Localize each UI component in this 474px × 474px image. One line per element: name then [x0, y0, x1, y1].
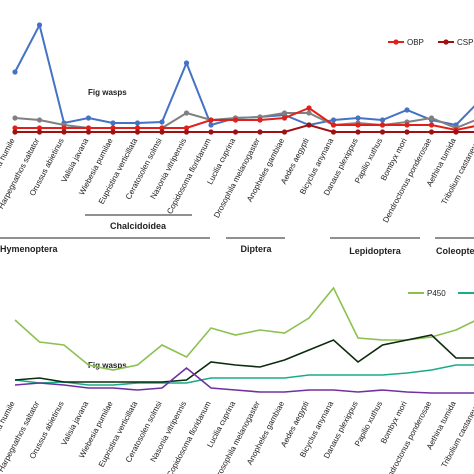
- point: [208, 117, 214, 123]
- point: [183, 110, 190, 116]
- point: [36, 125, 43, 131]
- point: [12, 69, 18, 75]
- point: [12, 129, 18, 135]
- point: [404, 122, 410, 128]
- series-line: [15, 106, 474, 132]
- point: [257, 117, 263, 123]
- legend-marker: [443, 39, 449, 45]
- point: [159, 129, 165, 135]
- point: [61, 129, 67, 135]
- annotation: Fig wasps: [88, 88, 127, 97]
- group-label: Diptera: [240, 244, 272, 254]
- point: [183, 125, 190, 131]
- annotation: Fig wasps: [88, 361, 127, 370]
- point: [36, 129, 43, 135]
- point: [85, 125, 92, 131]
- legend-label: OBP: [407, 38, 424, 47]
- point: [330, 117, 337, 123]
- point: [232, 129, 239, 135]
- point: [306, 105, 312, 111]
- point: [110, 125, 116, 131]
- point: [379, 129, 386, 135]
- series-line: [14, 334, 474, 383]
- point: [379, 117, 386, 123]
- point: [453, 129, 459, 135]
- point: [404, 107, 410, 113]
- point: [355, 129, 361, 135]
- point: [281, 115, 288, 121]
- group-label: Coleoptera: [436, 246, 474, 256]
- x-tick-label: Drosophila melanogaster: [212, 136, 262, 219]
- series-line: [14, 366, 474, 394]
- point: [159, 125, 165, 131]
- series-line: [14, 286, 474, 371]
- point: [257, 129, 263, 135]
- point: [134, 129, 141, 135]
- point: [306, 110, 312, 116]
- x-tick-label: Copidosoma floridanum: [165, 399, 213, 474]
- group-label: Lepidoptera: [349, 246, 401, 256]
- x-tick-label: Copidosoma floridanum: [165, 136, 213, 215]
- legend-label: P450: [427, 289, 446, 298]
- point: [428, 122, 435, 128]
- point: [330, 129, 337, 135]
- point: [110, 129, 116, 135]
- group-label: Hymenoptera: [0, 244, 59, 254]
- point: [306, 122, 312, 128]
- point: [379, 122, 386, 128]
- legend-label: CSP: [457, 38, 473, 47]
- group-label: Chalcidoidea: [110, 221, 167, 231]
- series-line: [15, 123, 474, 133]
- point: [281, 129, 288, 135]
- point: [36, 22, 43, 28]
- point: [85, 129, 92, 135]
- point: [355, 115, 361, 121]
- point: [208, 129, 214, 135]
- point: [12, 115, 18, 121]
- point: [36, 117, 43, 123]
- point: [61, 125, 67, 131]
- point: [404, 129, 410, 135]
- point: [183, 129, 190, 135]
- series-line: [14, 364, 474, 386]
- legend-marker: [393, 39, 399, 45]
- point: [110, 120, 116, 126]
- point: [12, 125, 18, 131]
- point: [428, 115, 435, 121]
- point: [159, 119, 165, 125]
- point: [281, 110, 288, 116]
- point: [134, 120, 141, 126]
- point: [208, 122, 214, 128]
- point: [183, 60, 190, 66]
- point: [232, 117, 239, 123]
- point: [85, 115, 92, 121]
- point: [355, 122, 361, 128]
- point: [330, 122, 337, 128]
- point: [134, 125, 141, 131]
- point: [428, 129, 435, 135]
